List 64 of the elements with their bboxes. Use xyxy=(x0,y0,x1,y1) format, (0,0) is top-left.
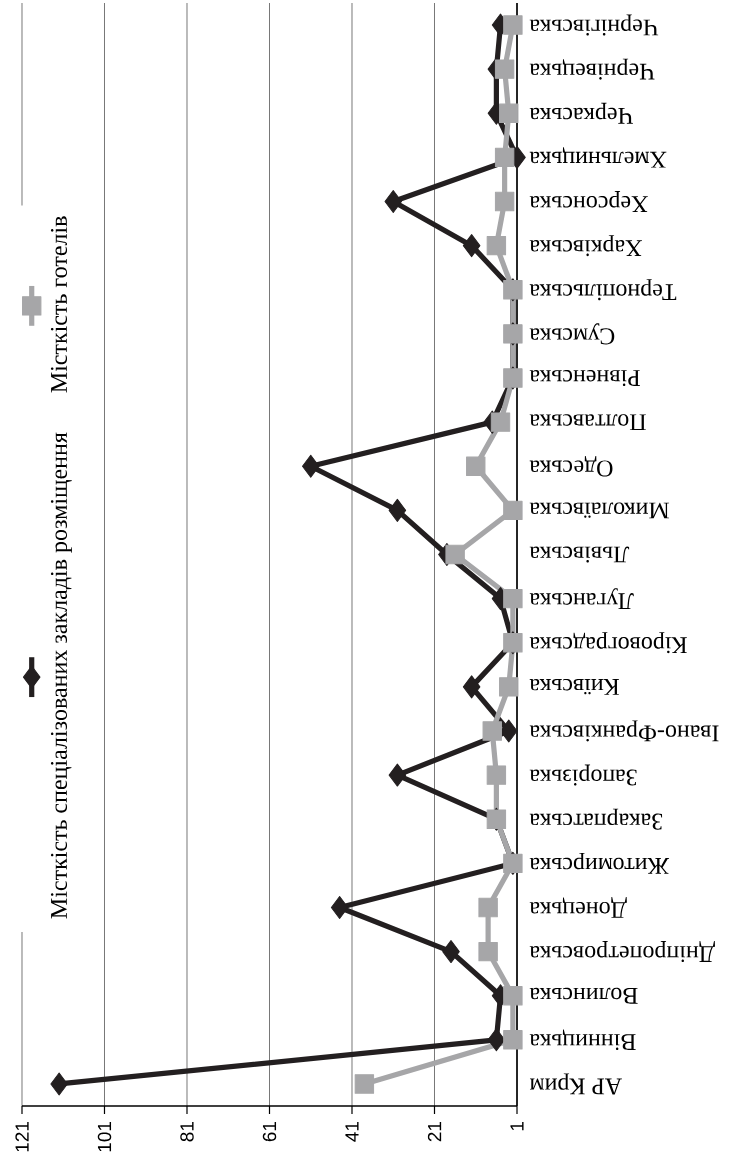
y-tick-label: Київська xyxy=(529,678,619,695)
point xyxy=(50,1072,68,1096)
y-tick-label: Кіровоградська xyxy=(529,632,687,654)
x-tick-label: 101 xyxy=(97,1122,112,1152)
point xyxy=(388,498,407,522)
point xyxy=(330,895,349,919)
point xyxy=(503,15,523,35)
y-tick-label: Рівненська xyxy=(529,369,640,387)
point xyxy=(486,765,507,785)
point xyxy=(494,59,515,79)
y-tick-label: Тернопільська xyxy=(529,279,677,301)
y-tick-label: Харківська xyxy=(529,235,642,257)
point xyxy=(487,1028,506,1052)
x-tick-label: 41 xyxy=(345,1122,359,1142)
y-tick-label: Одеська xyxy=(529,455,613,477)
point xyxy=(388,763,407,787)
y-tick-label: Херсонська xyxy=(529,191,648,212)
point xyxy=(503,986,523,1006)
x-tick-label: 61 xyxy=(262,1122,277,1142)
y-tick-label: АР Крим xyxy=(529,1073,622,1095)
point xyxy=(494,191,515,212)
legend-label: Місткість готелів xyxy=(50,216,68,393)
point xyxy=(482,721,502,741)
y-tick-label: Житомирська xyxy=(529,852,670,874)
point xyxy=(486,235,507,256)
y-tick-label: Івано-Франківська xyxy=(529,720,719,742)
y-tick-label: Чернівецька xyxy=(529,58,655,80)
y-tick-label: Луганська xyxy=(529,588,634,610)
y-tick-label: Запорізька xyxy=(529,764,637,786)
x-tick-label: 121 xyxy=(15,1122,29,1152)
point xyxy=(384,190,402,214)
point xyxy=(466,456,486,476)
y-tick-label: Дніпропетровська xyxy=(529,941,715,963)
x-tick-label: 21 xyxy=(427,1122,442,1142)
point xyxy=(478,897,498,918)
y-tick-label: Закарпатська xyxy=(529,808,663,830)
point xyxy=(494,147,515,168)
point xyxy=(490,412,511,432)
y-tick-label: Сумська xyxy=(529,323,615,345)
y-tick-label: Миколаївська xyxy=(529,502,670,519)
y-tick-label: Волинська xyxy=(529,987,638,1004)
point xyxy=(445,544,465,565)
x-tick-label: 1 xyxy=(510,1122,524,1131)
y-tick-label: Полтавська xyxy=(529,414,646,431)
point xyxy=(503,1030,523,1050)
point xyxy=(500,719,518,743)
point xyxy=(302,454,320,478)
point xyxy=(442,940,460,964)
legend-label: Місткість спеціалізованих закладів розміщення xyxy=(50,432,72,919)
y-tick-label: Вінницька xyxy=(529,1029,636,1051)
y-tick-label: Черкаська xyxy=(529,102,633,124)
y-tick-label: Донецька xyxy=(529,897,627,918)
y-tick-label: Львівська xyxy=(529,546,630,563)
point xyxy=(499,103,519,123)
point xyxy=(462,234,481,258)
point xyxy=(462,675,481,699)
x-tick-label: 81 xyxy=(180,1122,194,1142)
y-tick-label: Хмельницька xyxy=(529,147,667,168)
point xyxy=(503,500,523,521)
point xyxy=(478,941,498,962)
point xyxy=(354,1074,375,1094)
y-tick-label: Чернігівська xyxy=(529,14,659,36)
point xyxy=(503,588,523,609)
point xyxy=(499,677,519,697)
